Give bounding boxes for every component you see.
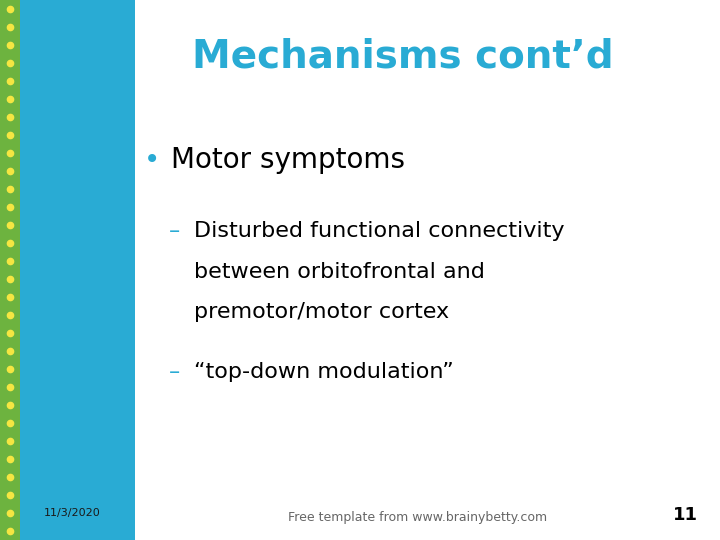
Text: Mechanisms cont’d: Mechanisms cont’d bbox=[192, 38, 614, 76]
Text: premotor/motor cortex: premotor/motor cortex bbox=[194, 302, 449, 322]
Text: Motor symptoms: Motor symptoms bbox=[171, 146, 405, 174]
Text: –: – bbox=[169, 362, 181, 382]
Text: 11: 11 bbox=[673, 506, 698, 524]
FancyBboxPatch shape bbox=[20, 0, 135, 540]
FancyBboxPatch shape bbox=[0, 0, 20, 540]
Text: Free template from www.brainybetty.com: Free template from www.brainybetty.com bbox=[288, 511, 547, 524]
Text: –: – bbox=[169, 221, 181, 241]
Text: 11/3/2020: 11/3/2020 bbox=[44, 508, 100, 518]
Text: •: • bbox=[144, 146, 161, 174]
Text: “top-down modulation”: “top-down modulation” bbox=[194, 362, 454, 382]
Text: Disturbed functional connectivity: Disturbed functional connectivity bbox=[194, 221, 565, 241]
Text: between orbitofrontal and: between orbitofrontal and bbox=[194, 262, 485, 282]
